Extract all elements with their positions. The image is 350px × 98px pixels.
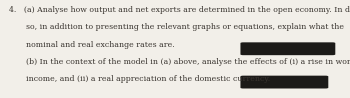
Text: (b) In the context of the model in (a) above, analyse the effects of (i) a rise : (b) In the context of the model in (a) a… [26, 58, 350, 66]
FancyBboxPatch shape [240, 76, 328, 88]
Text: income, and (ii) a real appreciation of the domestic currency.: income, and (ii) a real appreciation of … [26, 75, 271, 83]
Text: so, in addition to presenting the relevant graphs or equations, explain what the: so, in addition to presenting the releva… [26, 23, 344, 31]
Text: nominal and real exchange rates are.: nominal and real exchange rates are. [26, 41, 175, 49]
Text: 4.   (a) Analyse how output and net exports are determined in the open economy. : 4. (a) Analyse how output and net export… [9, 6, 350, 14]
FancyBboxPatch shape [240, 42, 335, 55]
